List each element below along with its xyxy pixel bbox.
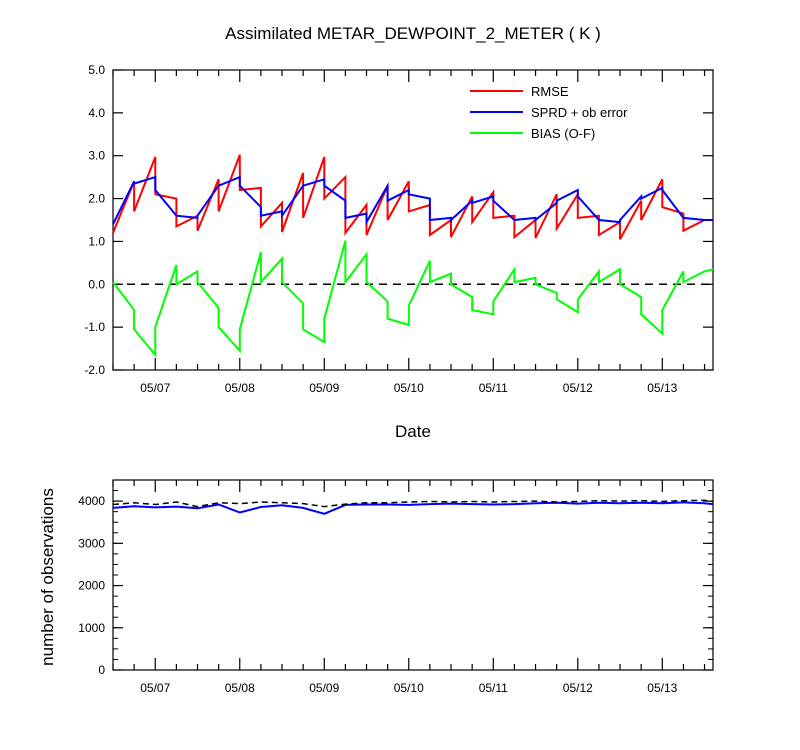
top-plot-area: 05/07 05/08 05/09 05/10 05/11 05/12 05/13 5.0 4.… <box>84 63 714 395</box>
bottom-plot-area: 05/07 05/08 05/09 05/10 05/11 05/12 05/13 4000 3… <box>78 479 714 695</box>
y-axis-title: number of observations <box>38 488 57 666</box>
y-tick-label: -2.0 <box>84 363 105 377</box>
x-tick-label: 05/09 <box>309 681 339 695</box>
x-tick-label: 05/11 <box>479 381 508 395</box>
x-tick-label: 05/10 <box>394 681 424 695</box>
x-tick-label: 05/10 <box>394 381 424 395</box>
y-tick-label: 2.0 <box>88 192 105 206</box>
x-axis-title: Date <box>395 422 431 441</box>
series-line-rmse <box>112 154 713 240</box>
x-tick-label: 05/07 <box>140 681 170 695</box>
x-tick-label: 05/08 <box>225 381 255 395</box>
series-line-series-1 <box>112 499 714 508</box>
legend: RMSE SPRD + ob error BIAS (O-F) <box>470 84 628 141</box>
plot-frame <box>112 479 714 671</box>
y-tick-label: 3000 <box>78 536 105 550</box>
x-tick-label: 05/13 <box>647 681 677 695</box>
x-tick-label: 05/11 <box>479 681 508 695</box>
y-tick-label: 3.0 <box>88 149 105 163</box>
y-tick-label: 1000 <box>78 621 105 635</box>
y-tick-label: 0 <box>98 663 105 677</box>
x-tick-label: 05/08 <box>225 681 255 695</box>
chart-title: Assimilated METAR_DEWPOINT_2_METER ( K ) <box>225 24 601 43</box>
series-line-sprd-ob-error <box>112 175 713 226</box>
series-line-bias-o-f <box>112 240 714 358</box>
y-tick-label: 4.0 <box>88 106 105 120</box>
x-tick-label: 05/12 <box>563 681 593 695</box>
x-tick-label: 05/13 <box>647 381 677 395</box>
y-tick-label: 1.0 <box>88 234 105 248</box>
legend-label: SPRD + ob error <box>531 105 628 120</box>
y-tick-label: -1.0 <box>84 320 105 334</box>
y-tick-label: 2000 <box>78 579 105 593</box>
y-tick-label: 4000 <box>78 494 105 508</box>
x-tick-label: 05/12 <box>563 381 593 395</box>
x-tick-label: 05/07 <box>140 381 170 395</box>
legend-label: BIAS (O-F) <box>531 126 595 141</box>
x-tick-label: 05/09 <box>309 381 339 395</box>
legend-label: RMSE <box>531 84 569 99</box>
series-line-series-0 <box>112 501 714 515</box>
y-tick-label: 0.0 <box>88 277 105 291</box>
y-tick-label: 5.0 <box>88 63 105 77</box>
